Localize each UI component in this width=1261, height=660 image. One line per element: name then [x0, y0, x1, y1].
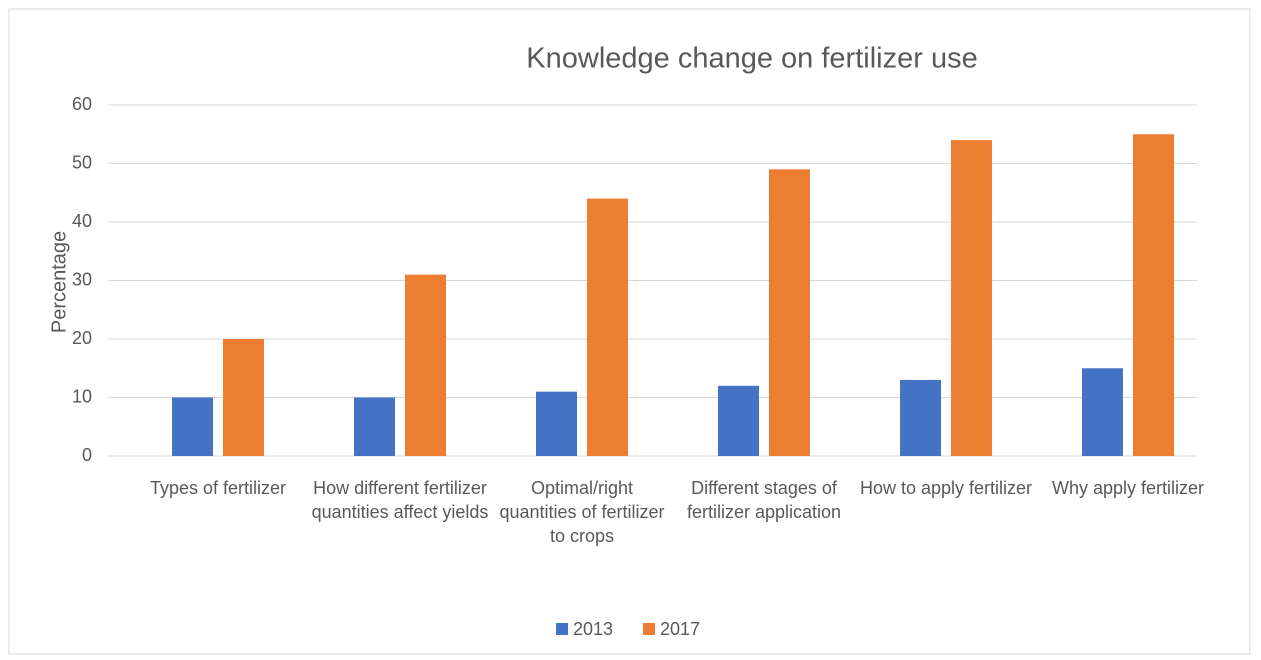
- x-tick-label: Optimal/right quantities of fertilizer t…: [499, 478, 665, 546]
- bar: [900, 379, 941, 456]
- y-tick-label: 10: [72, 386, 92, 406]
- bar: [1133, 134, 1174, 456]
- y-tick-label: 20: [72, 328, 92, 348]
- y-axis-label: Percentage: [48, 231, 70, 333]
- bar: [769, 169, 810, 456]
- x-tick-label: Why apply fertilizer: [1051, 478, 1205, 498]
- y-tick-label: 50: [72, 152, 92, 172]
- x-tick-label: Different stages of fertilizer applicati…: [686, 478, 842, 522]
- legend-swatch: [556, 623, 568, 635]
- legend-swatch: [643, 623, 655, 635]
- chart-title: Knowledge change on fertilizer use: [526, 43, 977, 75]
- bar: [354, 397, 395, 456]
- y-tick-label: 30: [72, 269, 92, 289]
- x-tick-label: How to apply fertilizer: [859, 478, 1033, 498]
- bar: [405, 274, 446, 456]
- legend-label: 2013: [573, 619, 613, 639]
- y-tick-label: 0: [82, 445, 92, 465]
- bar: [223, 339, 264, 456]
- chart-border: [8, 8, 1251, 655]
- bar: [536, 391, 577, 456]
- y-tick-label: 40: [72, 211, 92, 231]
- bar: [172, 397, 213, 456]
- legend-label: 2017: [660, 619, 700, 639]
- bar: [587, 198, 628, 456]
- x-tick-label: How different fertilizer quantities affe…: [311, 478, 489, 522]
- bar: [718, 385, 759, 456]
- bar: [1082, 368, 1123, 456]
- y-tick-label: 60: [72, 94, 92, 114]
- bar: [951, 140, 992, 456]
- x-tick-label: Types of fertilizer: [149, 478, 287, 498]
